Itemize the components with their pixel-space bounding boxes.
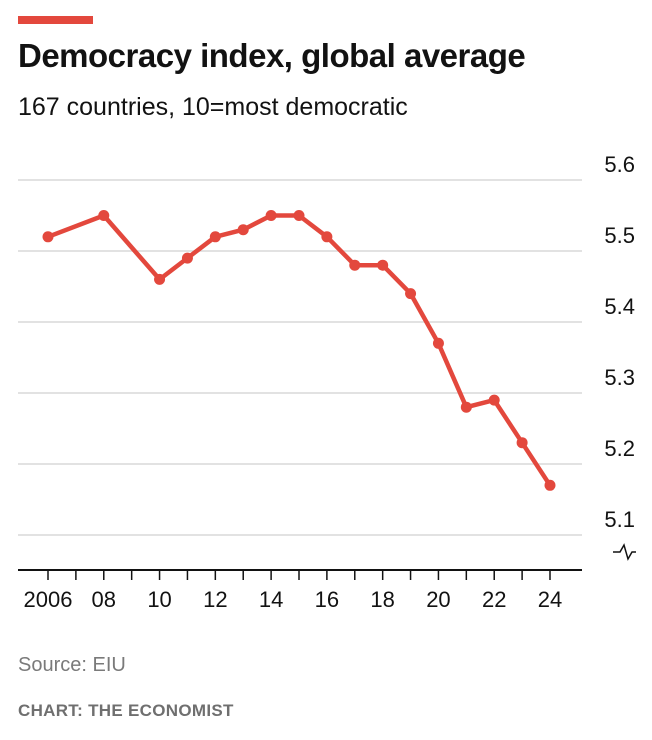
series — [42, 210, 556, 491]
data-point — [321, 231, 333, 243]
accent-bar — [18, 16, 93, 24]
x-tick-label: 10 — [147, 587, 171, 612]
x-tick-label: 16 — [315, 587, 339, 612]
y-tick-label: 5.4 — [604, 294, 635, 319]
data-point — [293, 210, 305, 221]
x-tick-label: 22 — [482, 587, 506, 612]
series-line — [45, 213, 553, 488]
data-point — [209, 231, 221, 243]
data-point — [98, 210, 110, 221]
data-point — [265, 210, 277, 221]
x-axis — [18, 569, 582, 580]
x-tick-label: 18 — [370, 587, 394, 612]
data-point — [460, 401, 472, 413]
x-tick-label: 20 — [426, 587, 450, 612]
source-note: Source: EIU — [18, 654, 126, 676]
x-tick-label: 2006 — [24, 587, 73, 612]
data-point — [488, 394, 500, 406]
data-point — [154, 273, 166, 285]
chart-title: Democracy index, global average — [18, 37, 526, 74]
y-tick-label: 5.5 — [604, 223, 635, 248]
x-tick-label: 24 — [538, 587, 562, 612]
data-point — [349, 259, 361, 271]
x-tick-label: 08 — [92, 587, 116, 612]
axis-break-icon — [613, 543, 636, 561]
x-tick-label: 14 — [259, 587, 283, 612]
data-point — [42, 231, 54, 243]
line-chart: 5.65.55.45.35.25.1 2006 08 10 12 14 16 18 20 22 2… — [18, 152, 636, 612]
y-axis-labels: 5.6 5.5 5.4 5.3 5.2 5.1 — [604, 152, 636, 561]
data-point — [432, 337, 444, 349]
chart-credit: CHART: THE ECONOMIST — [18, 701, 234, 720]
y-tick-label: 5.3 — [604, 365, 635, 390]
y-tick-label: 5.1 — [604, 507, 635, 532]
x-tick-label: 12 — [203, 587, 227, 612]
data-point — [237, 224, 249, 236]
y-tick-label: 5.2 — [604, 436, 635, 461]
data-point — [544, 479, 556, 491]
chart-subtitle: 167 countries, 10=most democratic — [18, 93, 408, 121]
data-point — [181, 252, 193, 264]
data-point — [405, 288, 417, 300]
data-point — [377, 259, 389, 271]
x-axis-labels: 2006 08 10 12 14 16 18 20 22 24 — [24, 587, 563, 612]
data-point — [516, 437, 528, 449]
y-tick-label: 5.6 — [604, 152, 635, 177]
gridlines — [18, 179, 582, 536]
